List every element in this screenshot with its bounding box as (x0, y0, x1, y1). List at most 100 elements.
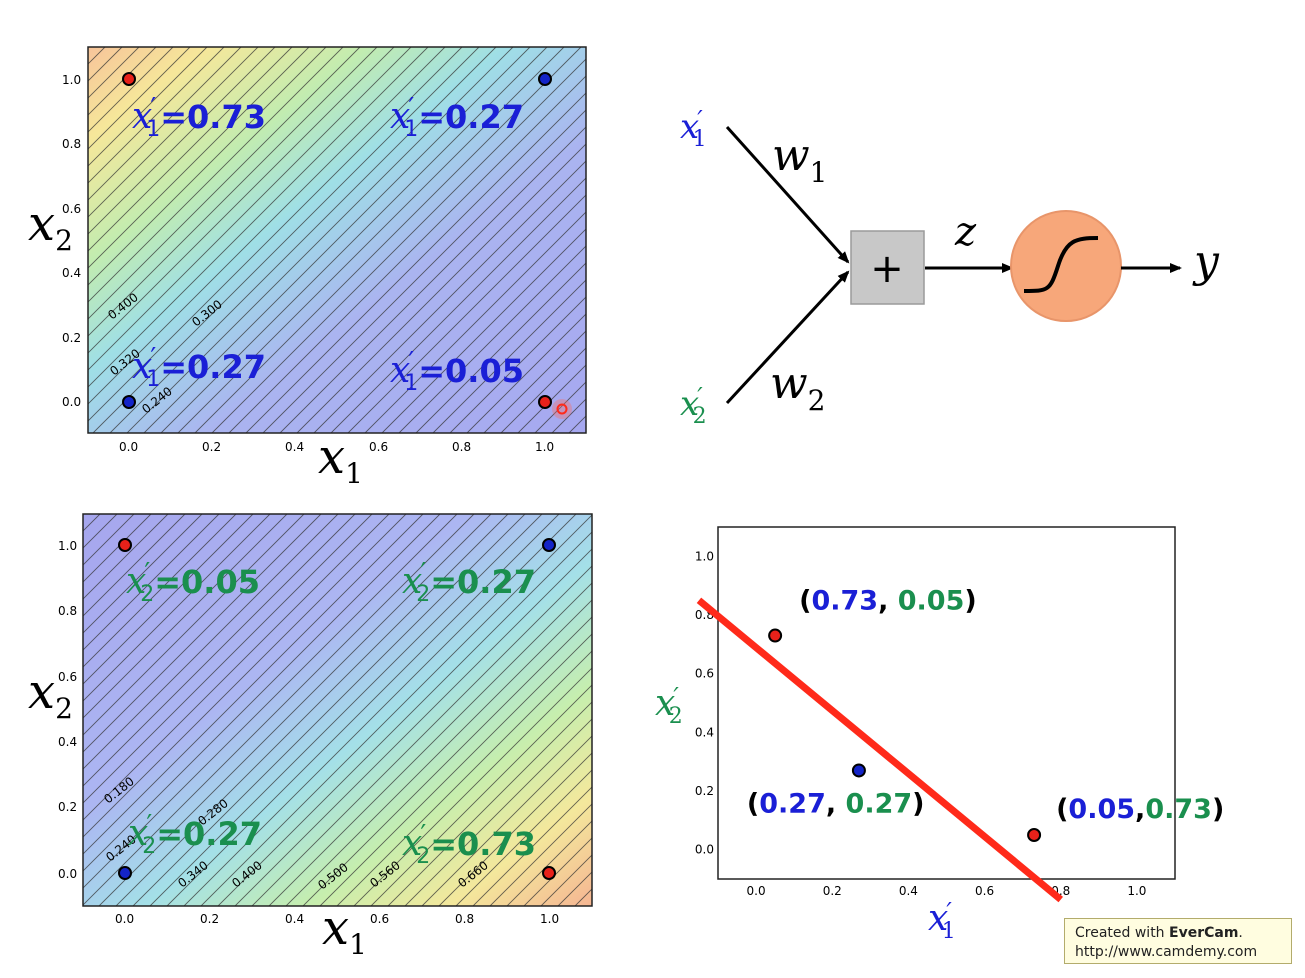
x-tick-label: 1.0 (535, 440, 554, 454)
contour-line (83, 514, 424, 855)
neuron-diagram: x′ 1 x′ 2 w1 w2 + z y (680, 106, 1220, 429)
contour-line (88, 47, 344, 303)
y-tick-label: 0.2 (58, 800, 77, 814)
contour-line (398, 245, 586, 433)
contour-line (88, 47, 395, 354)
x-tick-label: 0.2 (202, 440, 221, 454)
scatter-x-axis-label: x′ 1 (928, 898, 956, 944)
x-tick-label: 0.6 (369, 440, 388, 454)
plot-bottom-left-xticks: 0.0 0.2 0.4 0.6 0.8 1.0 (115, 912, 559, 926)
annotation-x1-prime: x′ 1=0.05 (390, 347, 524, 396)
contour-line (455, 769, 592, 906)
contour-line (387, 701, 592, 906)
red-scatter-point (1027, 828, 1042, 842)
cursor-highlight (552, 399, 572, 419)
sum-symbol: + (870, 246, 904, 292)
plot-bottom-left: 0.180 0.280 0.240 0.340 0.400 0.500 0.56… (28, 513, 593, 961)
y-tick-label: 1.0 (58, 539, 77, 553)
decision-boundary-line (696, 597, 1063, 903)
contour-line (83, 514, 220, 651)
contour-line (347, 194, 586, 433)
output-label: y (1192, 236, 1220, 287)
contour-line (381, 228, 586, 433)
x-tick-label: 0.4 (285, 440, 304, 454)
contour-line (83, 514, 169, 600)
contour-line (88, 47, 242, 201)
contour-line (200, 514, 592, 906)
plot-top-left-yticks: 1.0 0.8 0.6 0.4 0.2 0.0 (62, 73, 81, 409)
contour-line (217, 531, 592, 906)
contour-line (353, 667, 592, 906)
contour-line (88, 47, 208, 167)
blue-data-point (542, 538, 556, 552)
contour-line (88, 47, 412, 371)
contour-line (466, 313, 586, 433)
blue-scatter-point (851, 763, 866, 778)
scatter-y-tick-label: 0.4 (695, 725, 714, 739)
x-tick-label: 0.6 (370, 912, 389, 926)
plot-top-left-frame (87, 46, 587, 434)
contour-line (83, 514, 271, 702)
scatter-frame (717, 526, 1176, 880)
contour-line (83, 514, 339, 770)
plot-bottom-left-yticks: 1.0 0.8 0.6 0.4 0.2 0.0 (58, 539, 77, 881)
contour-line (143, 47, 531, 433)
y-tick-label: 0.4 (62, 266, 81, 280)
y-tick-label: 0.6 (62, 202, 81, 216)
contour-line (194, 47, 582, 433)
y-tick-label: 0.6 (58, 670, 77, 684)
y-tick-label: 0.8 (62, 137, 81, 151)
annotation-x2-prime: x′ 2=0.73 (402, 820, 536, 869)
plot-bottom-left-contours (83, 514, 592, 906)
contour-line (88, 47, 361, 320)
watermark-url: http://www.camdemy.com (1075, 944, 1258, 960)
contour-line (211, 58, 586, 433)
contour-line (489, 803, 592, 906)
x-axis-label: x1 (318, 429, 363, 490)
annotation-x1-prime: x′ 1=0.27 (132, 343, 266, 392)
input1-edge (725, 125, 850, 264)
scatter-y-axis-label: x′ 2 (655, 683, 683, 729)
sigmoid-icon (1023, 236, 1099, 293)
contour-line (83, 514, 186, 617)
contour-line (88, 47, 327, 286)
contour-line (472, 786, 592, 906)
x-tick-label: 0.4 (285, 912, 304, 926)
y-tick-label: 0.0 (58, 867, 77, 881)
x-tick-label: 0.0 (119, 440, 138, 454)
contour-line (83, 514, 373, 804)
scatter-x-tick-label: 1.0 (1127, 884, 1146, 898)
contour-line (183, 514, 577, 906)
scatter-ticks: 0.0 0.2 0.4 0.6 0.8 1.01.00.80.60.40.20.0 (695, 549, 1147, 898)
contour-line (262, 109, 586, 433)
point-coordinate-label: (0.05,0.73) (1056, 794, 1224, 825)
contour-line (234, 548, 592, 906)
contour-line (500, 347, 586, 433)
red-data-point (542, 866, 556, 880)
contour-line (313, 160, 586, 433)
sum-node (850, 230, 925, 305)
contour-line (92, 47, 480, 433)
contour-line (177, 47, 565, 433)
contour-line (88, 47, 293, 252)
annotation-x1-prime: x′ 1=0.27 (390, 93, 524, 142)
contour-line (523, 837, 592, 906)
contour-line (432, 279, 586, 433)
point-coordinate-label: (0.73, 0.05) (799, 586, 977, 617)
plot-top-left-contours (88, 47, 586, 433)
contour-line (483, 330, 586, 433)
input2-label: x′ 2 (680, 383, 707, 429)
annotation-x2-prime: x′ 2=0.27 (128, 810, 262, 859)
contour-line (83, 514, 203, 634)
contour-line (88, 47, 225, 184)
plot-top-left-xticks: 0.0 0.2 0.4 0.6 0.8 1.0 (119, 440, 554, 454)
y-tick-label: 0.8 (58, 604, 77, 618)
red-data-point (538, 395, 552, 409)
watermark-brand: EverCam (1169, 925, 1239, 941)
x-tick-label: 0.8 (452, 440, 471, 454)
contour-line (88, 47, 446, 405)
contour-line (83, 514, 475, 906)
contour-line (88, 47, 276, 235)
x-tick-label: 0.8 (455, 912, 474, 926)
